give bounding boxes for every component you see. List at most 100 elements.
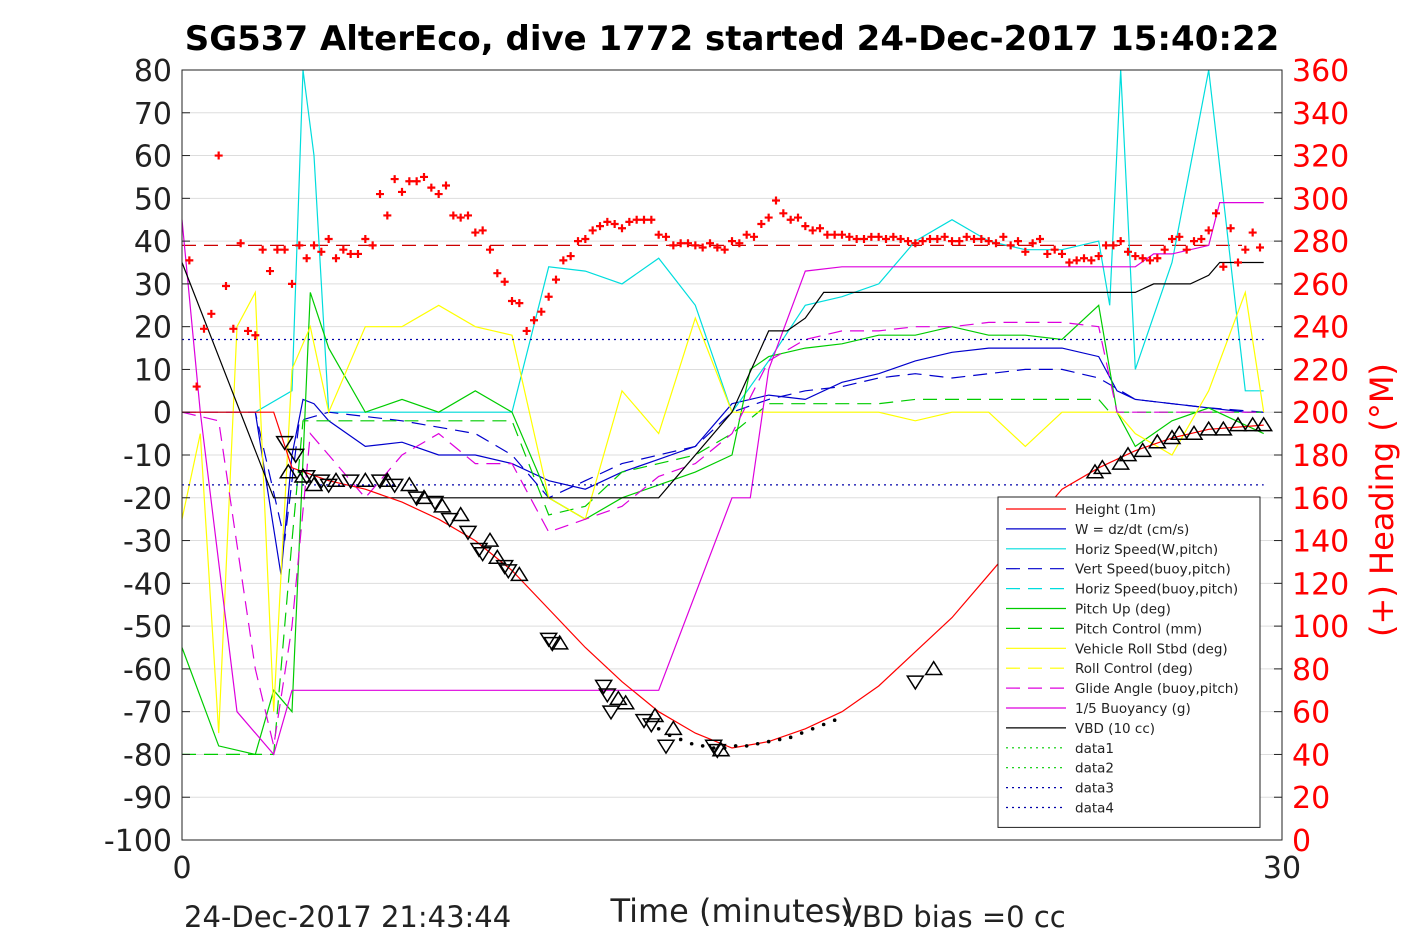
heading-point bbox=[1175, 232, 1184, 241]
y-tick-label: 10 bbox=[134, 353, 172, 388]
depth-marker-up bbox=[1199, 420, 1219, 436]
series-line-pitch-control-mm- bbox=[182, 398, 1264, 756]
legend: Height (1m) W = dz/dt (cm/s) Horiz Speed(W… bbox=[997, 496, 1261, 828]
depth-marker-down bbox=[597, 688, 617, 704]
heading-point bbox=[200, 324, 208, 333]
heading-point bbox=[852, 234, 861, 243]
bottom-dot bbox=[777, 737, 782, 742]
bottom-dot bbox=[832, 718, 837, 723]
heading-point bbox=[720, 245, 729, 254]
legend-label: data4 bbox=[1075, 801, 1114, 817]
depth-marker-up bbox=[1085, 463, 1105, 479]
heading-point bbox=[742, 230, 751, 239]
depth-marker-up bbox=[414, 489, 434, 505]
heading-point bbox=[236, 239, 245, 248]
heading-point bbox=[698, 243, 707, 252]
series-line-1-5-buoyancy-g- bbox=[181, 202, 1264, 756]
heading-point bbox=[346, 249, 355, 258]
heading-point bbox=[1190, 237, 1198, 246]
heading-point bbox=[1043, 249, 1052, 258]
heading-point bbox=[244, 326, 252, 335]
heading-point bbox=[412, 177, 421, 186]
y2-tick-label: 340 bbox=[1292, 97, 1349, 132]
depth-marker-up bbox=[1147, 433, 1167, 449]
y-tick-label: -20 bbox=[123, 482, 172, 517]
heading-point bbox=[332, 254, 340, 263]
x-tick-label: 0 bbox=[172, 851, 191, 886]
legend-label: Horiz Speed(buoy,pitch) bbox=[1075, 582, 1238, 598]
heading-point bbox=[1072, 256, 1081, 265]
heading-point bbox=[1109, 241, 1118, 250]
y-tick-label: 50 bbox=[134, 182, 172, 217]
heading-point bbox=[288, 279, 296, 288]
heading-point bbox=[1212, 209, 1220, 218]
y2-tick-label: 200 bbox=[1292, 396, 1349, 431]
heading-point bbox=[1182, 245, 1191, 254]
heading-point bbox=[1028, 239, 1037, 248]
legend-label: Roll Control (deg) bbox=[1075, 661, 1193, 677]
heading-point bbox=[442, 181, 450, 190]
heading-point bbox=[207, 309, 216, 318]
depth-marker-down bbox=[539, 632, 559, 648]
heading-point bbox=[786, 215, 795, 224]
depth-marker-down bbox=[707, 743, 727, 759]
heading-point bbox=[456, 213, 465, 222]
bottom-dot bbox=[810, 726, 815, 731]
heading-point bbox=[977, 234, 986, 243]
heading-point bbox=[515, 299, 524, 308]
heading-point bbox=[464, 211, 472, 220]
heading-point bbox=[324, 234, 333, 243]
heading-point bbox=[1006, 241, 1015, 250]
heading-point bbox=[625, 217, 634, 226]
y2-tick-label: 20 bbox=[1292, 781, 1330, 816]
heading-point bbox=[251, 331, 260, 340]
heading-point bbox=[669, 241, 678, 250]
depth-marker-down bbox=[905, 675, 925, 691]
legend-label: Vehicle Roll Stbd (deg) bbox=[1075, 641, 1228, 657]
bottom-dot bbox=[678, 737, 683, 742]
heading-point bbox=[764, 213, 773, 222]
bottom-dot bbox=[755, 741, 760, 746]
heading-point bbox=[478, 226, 487, 235]
y-tick-label: 40 bbox=[134, 225, 172, 260]
heading-point bbox=[508, 297, 516, 305]
heading-point bbox=[882, 234, 890, 243]
depth-marker-down bbox=[542, 636, 562, 652]
heading-point bbox=[185, 256, 194, 265]
depth-marker-down bbox=[407, 491, 427, 507]
heading-point bbox=[214, 151, 223, 160]
heading-point bbox=[918, 237, 927, 246]
legend-label: Pitch Up (deg) bbox=[1075, 602, 1171, 618]
heading-point bbox=[654, 230, 663, 239]
heading-point bbox=[522, 326, 531, 335]
heading-point bbox=[1241, 245, 1250, 254]
y-tick-label: -40 bbox=[123, 567, 172, 602]
heading-point bbox=[280, 245, 289, 254]
y2-tick-label: 100 bbox=[1292, 610, 1349, 645]
depth-marker-down bbox=[370, 474, 390, 490]
heading-point bbox=[735, 239, 744, 248]
depth-marker-up bbox=[278, 463, 298, 479]
heading-point bbox=[992, 239, 1000, 248]
heading-point bbox=[398, 187, 406, 196]
heading-point bbox=[266, 267, 274, 276]
depth-marker-up bbox=[1243, 416, 1263, 432]
legend-label: Vert Speed(buoy,pitch) bbox=[1075, 562, 1231, 578]
y-tick-label: -60 bbox=[123, 653, 172, 688]
y2-tick-label: 240 bbox=[1292, 311, 1349, 346]
heading-point bbox=[1153, 254, 1162, 263]
heading-point bbox=[838, 230, 846, 239]
heading-point bbox=[222, 282, 230, 291]
depth-marker-up bbox=[487, 549, 507, 565]
heading-points bbox=[185, 151, 1264, 391]
heading-point bbox=[1102, 241, 1110, 250]
y2-tick-label: 260 bbox=[1292, 268, 1349, 303]
y2-tick-label: 160 bbox=[1292, 482, 1349, 517]
heading-point bbox=[1116, 237, 1125, 246]
depth-marker-up bbox=[399, 476, 419, 492]
heading-point bbox=[1058, 249, 1066, 258]
depth-marker-down bbox=[341, 474, 361, 490]
heading-point bbox=[1036, 234, 1044, 243]
heading-point bbox=[376, 190, 384, 199]
heading-point bbox=[845, 232, 854, 241]
